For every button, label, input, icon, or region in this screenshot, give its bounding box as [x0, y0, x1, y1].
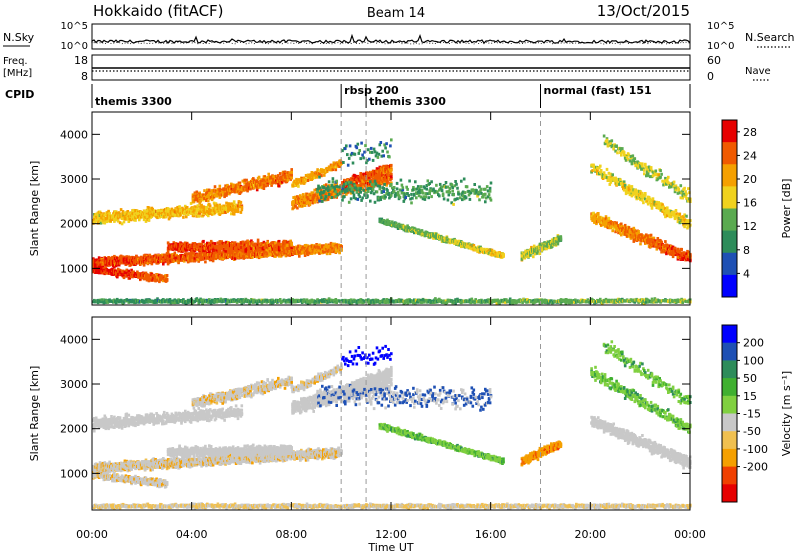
colorbar-tick-label: 15	[743, 390, 757, 403]
colorbar-cell	[722, 325, 737, 344]
station-title: Hokkaido (fitACF)	[93, 2, 224, 20]
colorbar-cell	[722, 466, 737, 485]
freq-tick-top: 18	[74, 54, 88, 67]
y-axis-label: Slant Range [km]	[28, 161, 41, 257]
noise-right-tick-top: 10^5	[707, 21, 734, 32]
y-axis-label: Slant Range [km]	[28, 366, 41, 462]
colorbar-tick-label: -100	[743, 443, 768, 456]
noise-right-tick-bottom: 10^0	[707, 41, 734, 52]
freq-label: Freq.	[3, 56, 28, 67]
x-axis-label: Time UT	[367, 541, 413, 554]
y-tick-label: 4000	[60, 128, 88, 141]
colorbar-tick-label: 24	[743, 149, 757, 162]
colorbar-tick-label: -15	[743, 408, 761, 421]
x-tick-label: 16:00	[475, 528, 507, 541]
colorbar-cell	[722, 164, 737, 187]
power-panel	[92, 134, 692, 306]
colorbar-cell	[722, 120, 737, 143]
colorbar-cell	[722, 142, 737, 165]
x-tick-label: 00:00	[76, 528, 108, 541]
colorbar-tick-label: -200	[743, 461, 768, 474]
y-tick-label: 4000	[60, 333, 88, 346]
y-tick-label: 1000	[60, 262, 88, 275]
colorbar-tick-label: -50	[743, 425, 761, 438]
noise-left-tick-top: 10^5	[61, 21, 88, 32]
colorbar-tick-label: 200	[743, 337, 764, 350]
nave-tick-bottom: 0	[707, 70, 714, 83]
colorbar-cell	[722, 186, 737, 209]
cpid-label: CPID	[5, 88, 34, 101]
x-tick-label: 20:00	[574, 528, 606, 541]
colorbar-cell	[722, 413, 737, 432]
noise-left-label: N.Sky	[3, 31, 35, 44]
cpid-mode-label: rbsp 200	[344, 84, 399, 97]
x-tick-label: 04:00	[176, 528, 208, 541]
y-tick-label: 3000	[60, 378, 88, 391]
colorbar-cell	[722, 484, 737, 503]
y-tick-label: 3000	[60, 173, 88, 186]
nave-label: Nave	[745, 66, 771, 77]
y-tick-label: 2000	[60, 218, 88, 231]
colorbar-tick-label: 28	[743, 126, 757, 139]
nave-tick-top: 60	[707, 54, 721, 67]
colorbar-cell	[722, 378, 737, 397]
colorbar-tick-label: 16	[743, 197, 757, 210]
beam-title: Beam 14	[367, 6, 425, 21]
colorbar-tick-label: 50	[743, 372, 757, 385]
colorbar-frame	[721, 119, 738, 298]
colorbar-label: Power [dB]	[780, 179, 793, 239]
x-tick-label: 00:00	[674, 528, 706, 541]
colorbar-cell	[722, 431, 737, 450]
date-title: 13/Oct/2015	[597, 2, 690, 20]
y-tick-label: 2000	[60, 423, 88, 436]
colorbar-cell	[722, 342, 737, 361]
noise-sky-trace	[91, 33, 691, 44]
velocity-panel	[92, 340, 692, 511]
noise-left-tick-bottom: 10^0	[61, 41, 88, 52]
colorbar-cell	[722, 208, 737, 232]
colorbar-cell	[722, 448, 737, 468]
colorbar-cell	[722, 360, 737, 379]
cpid-mode-label: normal (fast) 151	[544, 84, 652, 97]
colorbar-tick-label: 12	[743, 220, 757, 233]
colorbar-cell	[722, 274, 737, 298]
colorbar-label: Velocity [m s⁻¹]	[780, 371, 793, 456]
cpid-mode-label: themis 3300	[369, 95, 446, 108]
y-tick-label: 1000	[60, 467, 88, 480]
colorbar-cell	[722, 230, 737, 254]
noise-panel-frame	[91, 23, 691, 50]
noise-search-trace	[91, 41, 691, 45]
colorbar-tick-label: 100	[743, 354, 764, 367]
noise-right-label: N.Search	[745, 31, 795, 44]
colorbar-tick-label: 20	[743, 173, 757, 186]
cpid-mode-label: themis 3300	[95, 95, 172, 108]
freq-tick-bottom: 8	[81, 70, 88, 83]
colorbar-cell	[722, 252, 737, 276]
x-tick-label: 12:00	[375, 528, 407, 541]
freq-unit: [MHz]	[3, 68, 32, 79]
colorbar-cell	[722, 395, 737, 414]
x-tick-label: 08:00	[275, 528, 307, 541]
colorbar-tick-label: 4	[743, 267, 750, 280]
colorbar-tick-label: 8	[743, 244, 750, 257]
